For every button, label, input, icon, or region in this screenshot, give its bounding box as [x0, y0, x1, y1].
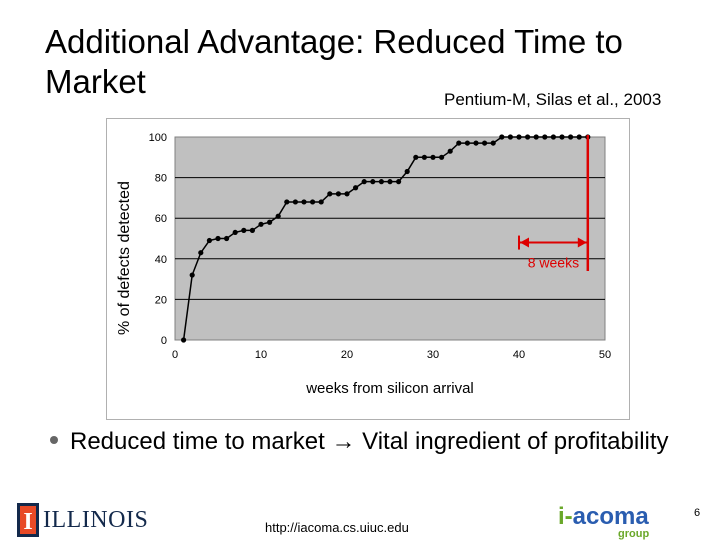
x-tick-label: 20	[341, 349, 353, 361]
data-point	[206, 237, 212, 244]
data-point	[473, 140, 479, 146]
data-point	[413, 154, 419, 160]
data-point	[353, 185, 359, 191]
data-point	[361, 179, 367, 185]
data-point	[559, 134, 565, 140]
data-point	[335, 191, 341, 197]
iacoma-wordmark: i-acoma	[558, 503, 649, 530]
page-number: 6	[694, 507, 701, 519]
illinois-i-letter: I	[23, 509, 32, 535]
data-point	[181, 337, 187, 343]
data-point	[387, 179, 393, 185]
y-tick-label: 100	[149, 132, 167, 144]
data-point	[490, 140, 496, 146]
iacoma-group-label: group	[618, 528, 650, 540]
bullet-text-post: Vital ingredient of profitability	[355, 428, 669, 455]
y-tick-label: 0	[161, 335, 167, 347]
x-tick-label: 40	[513, 349, 525, 361]
annotation-right-arrowhead	[577, 237, 587, 248]
data-point	[404, 168, 410, 175]
illinois-i-icon: I	[17, 503, 39, 537]
data-point	[568, 134, 574, 140]
data-point	[396, 179, 402, 185]
data-point	[267, 219, 273, 225]
slide-title: Additional Advantage: Reduced Time to Ma…	[45, 23, 623, 100]
data-point	[275, 213, 281, 219]
illinois-wordmark: ILLINOIS	[43, 507, 149, 533]
y-tick-label: 60	[155, 213, 167, 225]
iacoma-logo: i-acoma group	[558, 503, 649, 541]
data-point	[310, 199, 316, 205]
data-point	[447, 148, 453, 154]
data-point	[456, 140, 462, 146]
y-tick-label: 20	[155, 294, 167, 306]
data-point	[576, 134, 582, 140]
illinois-logo: I	[17, 503, 39, 542]
data-point	[430, 154, 436, 160]
bullet-text-pre: Reduced time to market	[70, 428, 332, 455]
data-point	[241, 227, 247, 233]
data-point	[292, 199, 298, 205]
footer-url: http://iacoma.cs.uiuc.edu	[265, 520, 409, 535]
annotation-left-arrowhead	[520, 237, 529, 248]
data-point	[198, 250, 204, 256]
data-point	[482, 140, 488, 146]
x-tick-label: 0	[172, 349, 178, 361]
data-point	[344, 191, 350, 197]
data-point	[533, 134, 539, 140]
data-point	[327, 191, 333, 197]
plot-area	[174, 136, 606, 341]
data-point	[224, 235, 230, 242]
y-axis-label: % of defects detected	[116, 181, 133, 335]
data-point	[525, 134, 531, 140]
data-point	[464, 140, 470, 146]
bullet-point: Reduced time to market → Vital ingredien…	[70, 428, 670, 456]
defect-detection-chart: 0 20 40 60 80 100 0 10 20 30 40 50 weeks from silico…	[149, 132, 611, 397]
x-tick-label: 30	[427, 349, 439, 361]
data-point	[542, 134, 548, 140]
x-tick-label: 10	[255, 349, 267, 361]
data-point	[318, 199, 324, 205]
data-point	[421, 154, 427, 160]
data-point	[507, 134, 513, 140]
bullet-icon	[50, 436, 58, 444]
data-point	[499, 134, 505, 140]
y-tick-label: 80	[155, 173, 167, 185]
data-point	[301, 199, 307, 205]
data-point	[370, 179, 376, 185]
citation: Pentium-M, Silas et al., 2003	[444, 90, 662, 109]
x-axis-label: weeks from silicon arrival	[305, 380, 474, 397]
data-point	[284, 199, 290, 205]
data-point	[189, 272, 195, 278]
x-tick-label: 50	[599, 349, 611, 361]
data-point	[516, 134, 522, 140]
y-tick-label: 40	[155, 254, 167, 266]
iacoma-prefix: i-	[558, 503, 573, 530]
data-point	[215, 235, 221, 242]
data-point	[439, 154, 445, 160]
annotation-label: 8 weeks	[528, 255, 579, 271]
data-point	[249, 227, 255, 233]
data-point	[378, 179, 384, 185]
data-point	[232, 229, 238, 236]
data-point	[258, 221, 264, 227]
data-point	[550, 134, 556, 140]
right-arrow-icon: →	[331, 428, 356, 455]
iacoma-name: acoma	[572, 503, 649, 530]
